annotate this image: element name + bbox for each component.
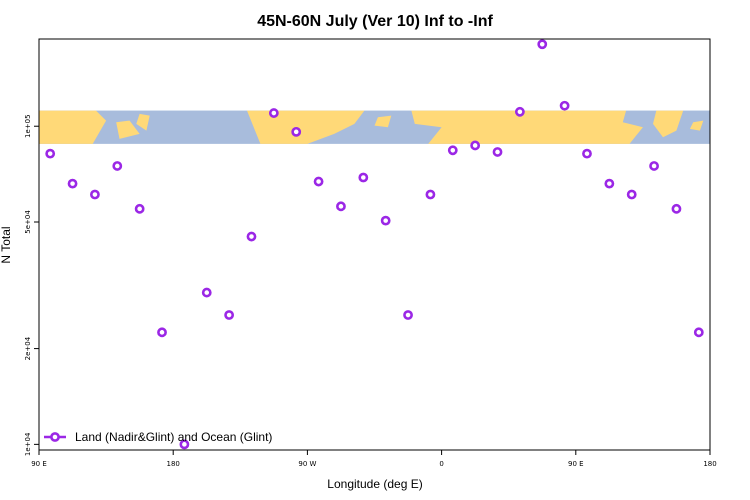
chart-title: 45N-60N July (Ver 10) Inf to -Inf bbox=[257, 13, 493, 30]
data-point-0-4 bbox=[134, 203, 145, 214]
world-map-band bbox=[39, 110, 710, 144]
legend-marker bbox=[50, 432, 60, 442]
data-point-0-12 bbox=[313, 176, 324, 187]
y-axis: 1e+04 2e+04 5e+04 1e+05 bbox=[24, 114, 39, 456]
data-point-0-15 bbox=[380, 215, 391, 226]
data-point-0-8 bbox=[224, 310, 235, 320]
legend-entry: Land (Nadir&Glint) and Ocean (Glint) bbox=[75, 430, 272, 444]
data-points bbox=[45, 39, 704, 450]
land-mass-7 bbox=[689, 120, 704, 131]
x-tick-label-5: 180 bbox=[703, 460, 716, 468]
data-point-0-23 bbox=[559, 100, 570, 111]
data-point-0-3 bbox=[112, 161, 123, 171]
y-tick-label-3: 1e+05 bbox=[24, 114, 32, 138]
data-point-0-18 bbox=[447, 145, 458, 156]
legend: Land (Nadir&Glint) and Ocean (Glint) bbox=[44, 430, 272, 444]
data-point-0-10 bbox=[268, 108, 279, 118]
x-tick-label-3: 0 bbox=[439, 460, 443, 468]
y-axis-label: N Total bbox=[0, 226, 13, 263]
land-mass-4 bbox=[374, 115, 392, 128]
data-point-0-25 bbox=[604, 178, 615, 189]
data-point-0-5 bbox=[157, 327, 167, 338]
data-point-0-11 bbox=[291, 126, 302, 137]
x-tick-label-0: 90 E bbox=[31, 460, 47, 468]
land-mass-6 bbox=[653, 110, 684, 138]
x-tick-label-4: 90 E bbox=[568, 460, 584, 468]
x-tick-label-1: 180 bbox=[167, 460, 180, 468]
data-point-0-19 bbox=[470, 140, 481, 151]
y-tick-label-1: 2e+04 bbox=[24, 336, 32, 360]
data-point-0-1 bbox=[67, 178, 78, 189]
data-point-0-22 bbox=[537, 39, 548, 50]
land-mass-5 bbox=[411, 110, 643, 144]
data-point-0-28 bbox=[671, 203, 682, 214]
plot-frame bbox=[38, 38, 711, 451]
x-tick-label-2: 90 W bbox=[298, 460, 316, 468]
data-point-0-16 bbox=[403, 310, 413, 320]
data-point-0-9 bbox=[246, 231, 257, 242]
land-mass-0 bbox=[39, 110, 107, 144]
data-point-0-24 bbox=[582, 148, 592, 159]
data-point-0-6 bbox=[179, 439, 190, 450]
data-point-0-2 bbox=[90, 189, 100, 200]
data-point-0-17 bbox=[425, 189, 436, 200]
land-mass-2 bbox=[136, 113, 150, 131]
land-mass-3 bbox=[247, 110, 365, 144]
x-axis-label: Longitude (deg E) bbox=[327, 477, 422, 491]
land-mass-1 bbox=[116, 120, 140, 139]
data-point-0-13 bbox=[336, 201, 346, 212]
data-point-0-27 bbox=[649, 161, 659, 171]
data-point-0-20 bbox=[492, 147, 503, 157]
data-point-0-0 bbox=[45, 148, 56, 159]
x-axis: 90 E 180 90 W 0 90 E 180 bbox=[31, 450, 717, 468]
y-tick-label-2: 5e+04 bbox=[24, 210, 32, 234]
data-point-0-21 bbox=[514, 106, 525, 117]
y-tick-label-0: 1e+04 bbox=[24, 432, 32, 456]
data-point-0-29 bbox=[693, 327, 704, 338]
data-point-0-26 bbox=[626, 189, 637, 200]
data-point-0-14 bbox=[358, 172, 369, 183]
data-point-0-7 bbox=[201, 287, 212, 298]
map-land bbox=[39, 110, 704, 144]
